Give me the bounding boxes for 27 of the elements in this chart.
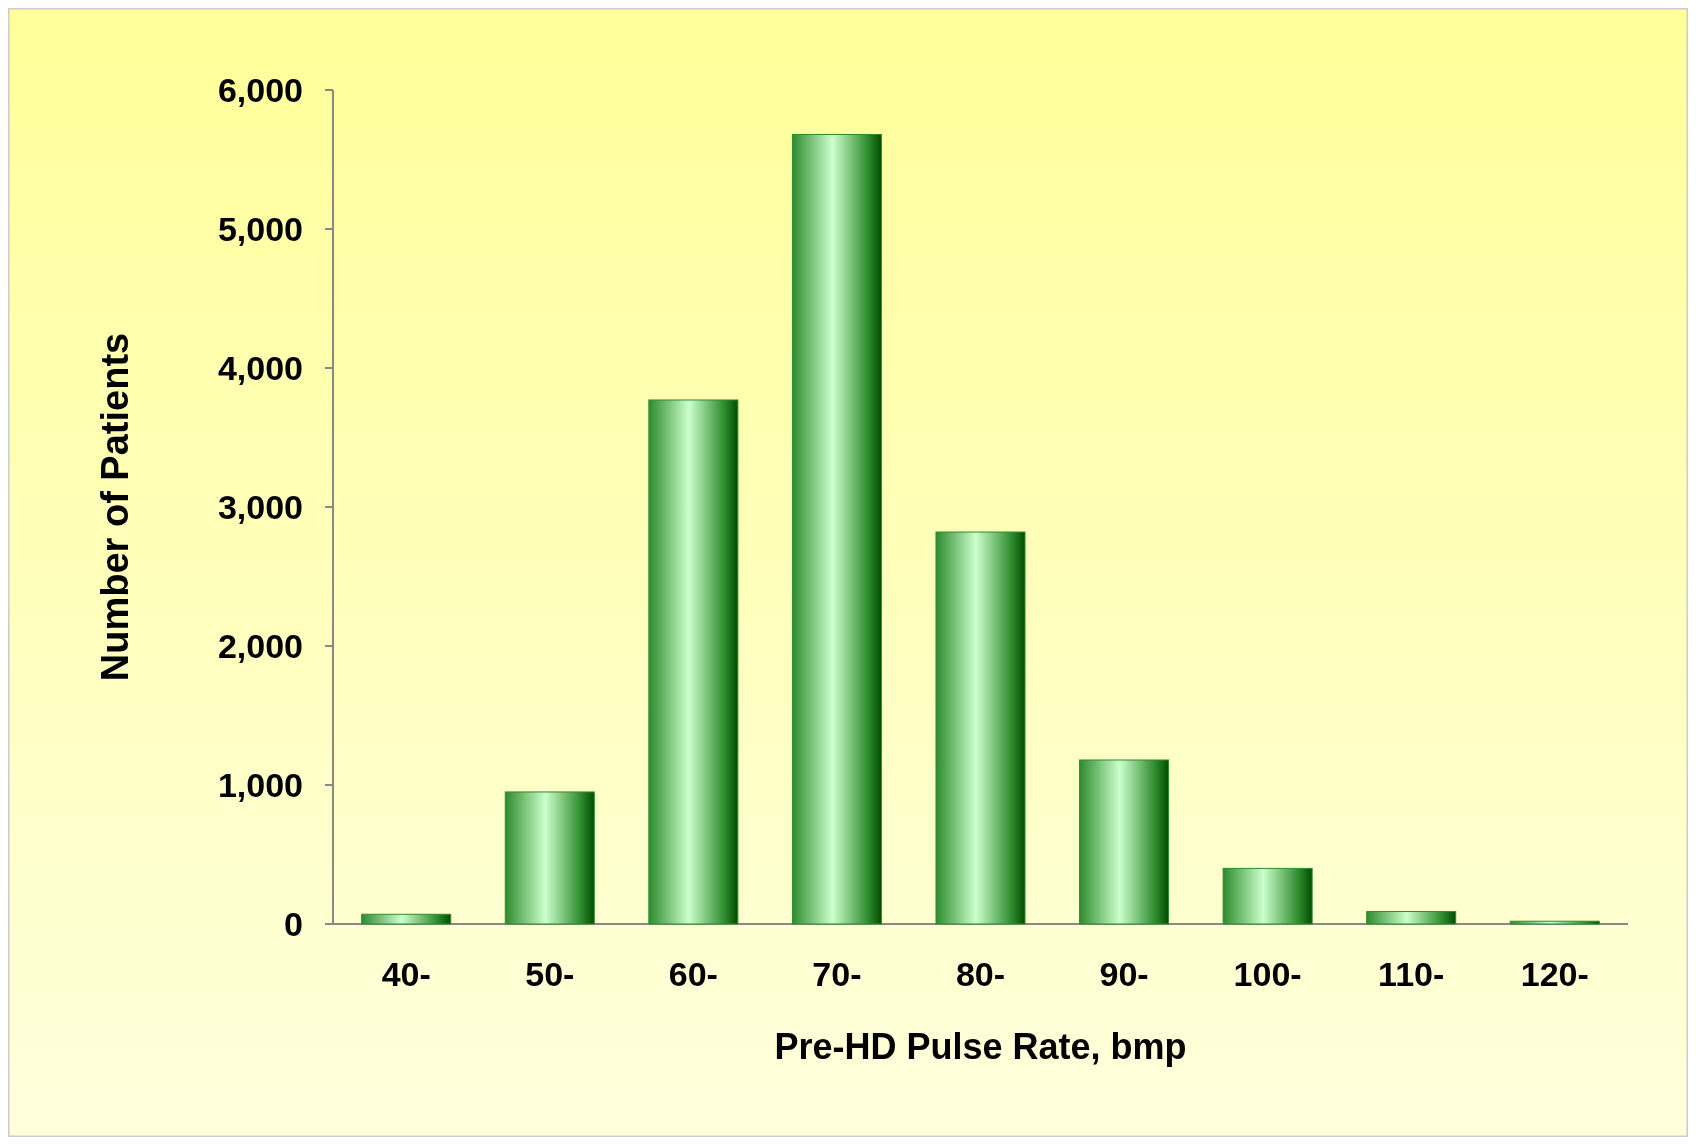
x-tick-label: 70- [812,955,862,993]
x-tick-label: 100- [1233,955,1302,993]
y-tick-label: 3,000 [217,487,303,526]
bar [791,133,882,925]
x-tick-label: 50- [525,955,575,993]
x-tick-label: 40- [381,955,431,993]
y-tick-label: 1,000 [217,765,303,804]
x-tick-label: 110- [1378,955,1445,993]
x-tick-label: 60- [668,955,718,993]
y-tick-label: 0 [284,904,303,943]
bar [1222,867,1313,925]
x-tick-label: 80- [955,955,1006,993]
y-tick-label: 5,000 [217,209,303,248]
y-tick-label: 4,000 [217,348,303,387]
bar [1079,759,1170,925]
y-tick-label: 2,000 [217,626,303,665]
x-axis-title: Pre-HD Pulse Rate, bmp [774,1026,1187,1067]
bar [935,531,1026,925]
y-tick-label: 6,000 [217,70,303,109]
x-tick-label: 90- [1099,955,1149,993]
y-axis-title: Number of Patients [94,332,136,682]
x-tick-label: 120- [1520,955,1589,993]
bar [504,791,595,925]
bar [1509,920,1600,925]
bar [648,399,739,925]
bar [361,913,452,925]
bar [1366,910,1457,925]
